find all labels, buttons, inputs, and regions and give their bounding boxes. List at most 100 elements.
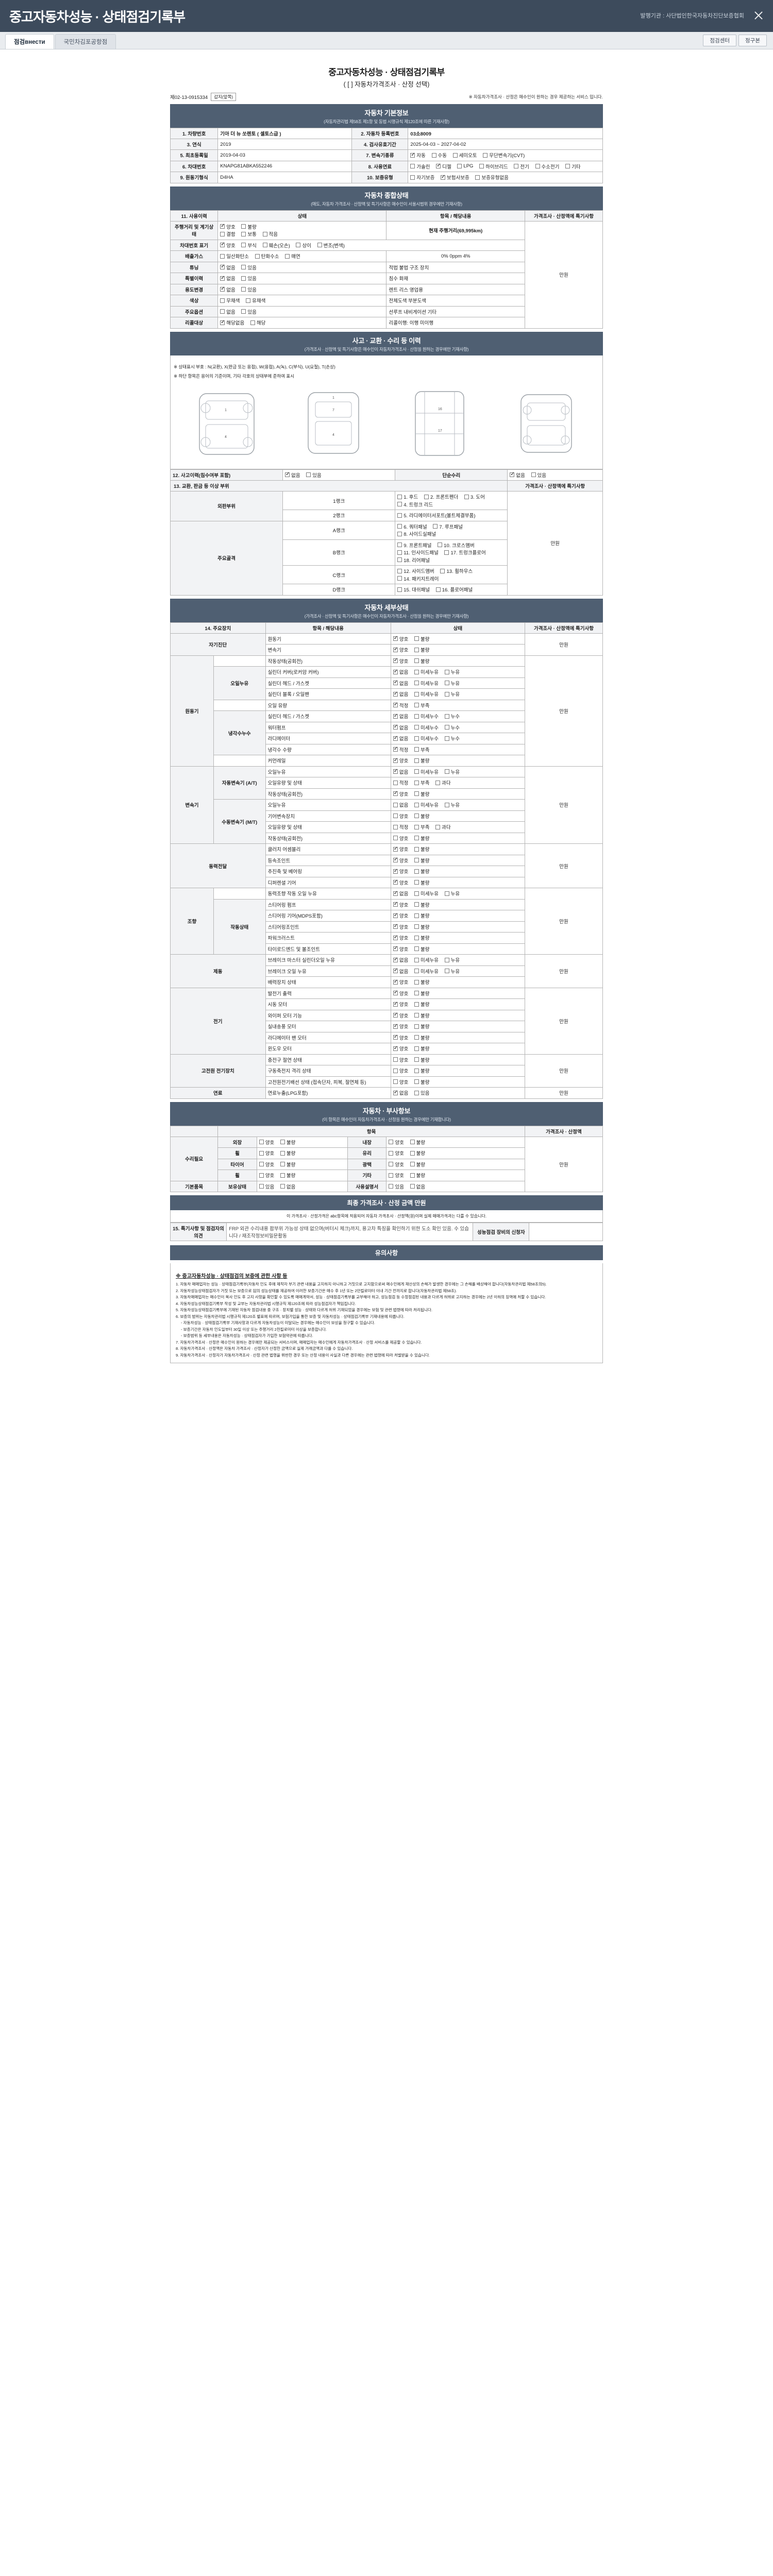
checkbox-fuel-electric[interactable]: 전기 [514,163,529,170]
checkbox-trans-manual[interactable]: 수동 [431,151,447,159]
checkbox-ext-bad[interactable]: 불량 [280,1139,295,1146]
checkbox-tire-good[interactable]: 양호 [259,1161,274,1168]
checkbox-mt-gear-good[interactable]: 양호 [393,812,408,820]
checkbox-mt-level-ok[interactable]: 적정 [393,823,408,831]
checkbox-st-pump-bad[interactable]: 불량 [414,901,429,908]
checkbox-fuel-etc[interactable]: 기타 [565,163,581,170]
checkbox-emission-hc[interactable]: 탄화수소 [255,252,279,260]
checkbox-manual-no[interactable]: 없음 [410,1183,425,1190]
checkbox-polish-bad[interactable]: 불량 [410,1161,425,1168]
checkbox-etc-good[interactable]: 양호 [389,1172,404,1179]
checkbox-head-minor[interactable]: 미세누유 [414,680,439,687]
checkbox-idle-bad[interactable]: 불량 [414,657,429,665]
checkbox-mt-leak-leak[interactable]: 누유 [444,801,460,808]
checkbox-starter-good[interactable]: 양호 [393,1001,408,1008]
checkbox-st-joint-good[interactable]: 양호 [393,923,408,930]
checkbox-at-level-high[interactable]: 과다 [435,779,451,786]
checkbox-pump-minor[interactable]: 미세누수 [414,724,439,731]
checkbox-package-tray[interactable]: 14. 패키지트레이 [397,575,439,582]
checkbox-special-yes[interactable]: 있음 [241,275,257,282]
checkbox-floor-panel[interactable]: 16. 플로어패널 [435,586,473,593]
checkbox-options-none[interactable]: 없음 [220,308,236,315]
checkbox-at-leak-none[interactable]: 없음 [393,768,408,775]
checkbox-ps-leak-none[interactable]: 없음 [393,890,408,897]
checkbox-tierod-bad[interactable]: 불량 [414,945,429,953]
checkbox-cross-member[interactable]: 10. 크로스멤버 [438,541,475,549]
checkbox-fuelleak-yes[interactable]: 있음 [414,1089,429,1096]
checkbox-clutch-bad[interactable]: 불량 [414,845,429,853]
checkbox-booster-bad[interactable]: 불량 [414,978,429,986]
checkbox-master-minor[interactable]: 미세누유 [414,956,439,963]
checkbox-at-level-ok[interactable]: 적정 [393,779,408,786]
checkbox-trunk-floor[interactable]: 17. 트렁크플로어 [444,549,486,556]
checkbox-block-leak[interactable]: 누유 [444,690,460,698]
checkbox-usage-yes[interactable]: 있음 [241,286,257,293]
checkbox-wheel-good[interactable]: 양호 [259,1149,274,1157]
checkbox-accident-yes[interactable]: 있음 [306,471,322,479]
checkbox-glass-bad[interactable]: 불량 [410,1149,425,1157]
checkbox-wiper-bad[interactable]: 불량 [414,1012,429,1019]
checkbox-fuel-hydrogen[interactable]: 수소전기 [535,163,560,170]
checkbox-side-member[interactable]: 12. 사이드멤버 [397,567,434,574]
checkbox-window-good[interactable]: 양호 [393,1045,408,1052]
checkbox-coolant-head-none[interactable]: 없음 [393,713,408,720]
checkbox-master-none[interactable]: 없음 [393,956,408,963]
checkbox-fan-bad[interactable]: 불량 [414,1034,429,1041]
checkbox-simple-none[interactable]: 없음 [510,471,525,479]
checkbox-master-leak[interactable]: 누유 [444,956,460,963]
checkbox-fuel-hybrid[interactable]: 하이브리드 [479,163,508,170]
checkbox-inside-panel[interactable]: 11. 인사이드패널 [397,549,439,556]
checkbox-side-sill-panel[interactable]: 8. 사이드실패널 [397,530,436,537]
checkbox-warranty-none[interactable]: 보증유형없음 [475,174,509,181]
checkbox-polish-good[interactable]: 양호 [389,1161,404,1168]
checkbox-at-leak-leak[interactable]: 누유 [444,768,460,775]
checkbox-emission-co[interactable]: 일산화탄소 [220,252,249,260]
checkbox-st-gear-good[interactable]: 양호 [393,912,408,919]
close-icon[interactable] [752,9,765,22]
checkbox-block-minor[interactable]: 미세누유 [414,690,439,698]
checkbox-charge-bad[interactable]: 불량 [414,1056,429,1063]
checkbox-fuel-gasoline[interactable]: 가솔린 [410,163,430,170]
checkbox-at-leak-minor[interactable]: 미세누유 [414,768,439,775]
checkbox-mt-leak-minor[interactable]: 미세누유 [414,801,439,808]
checkbox-trans-auto[interactable]: 자동 [410,151,426,159]
checkbox-warranty-self[interactable]: 자기보증 [410,174,434,181]
checkbox-vin-altered[interactable]: 변조(변색) [317,242,345,249]
checkbox-radiator-support[interactable]: 5. 라디에이터서포트(볼트체결부품) [397,512,476,519]
checkbox-usage-none[interactable]: 없음 [220,286,236,293]
checkbox-radiator-none[interactable]: 없음 [393,735,408,742]
checkbox-mt-gear-bad[interactable]: 불량 [414,812,429,820]
checkbox-fuel-lpg[interactable]: LPG [457,163,473,169]
checkbox-vin-corrosion[interactable]: 부식 [241,242,257,249]
checkbox-vin-good[interactable]: 양호 [220,242,236,249]
checkbox-vin-damage[interactable]: 훼손(오손) [262,242,290,249]
checkbox-simple-yes[interactable]: 있음 [531,471,546,479]
checkbox-manual-yes[interactable]: 있음 [389,1183,404,1190]
checkbox-mileage-low[interactable]: 적음 [262,230,278,238]
checkbox-trans-cvt[interactable]: 무단변속기(CVT) [483,151,525,159]
checkbox-hood[interactable]: 1. 후드 [397,493,418,500]
checkbox-wheel2-bad[interactable]: 불량 [280,1172,295,1179]
checkbox-diff-good[interactable]: 양호 [393,879,408,886]
checkbox-possess-no[interactable]: 없음 [280,1183,295,1190]
checkbox-at-op-bad[interactable]: 불량 [414,790,429,798]
checkbox-color-achromatic[interactable]: 무채색 [220,297,240,304]
checkbox-battery-good[interactable]: 양호 [393,1067,408,1074]
checkbox-ext-good[interactable]: 양호 [259,1139,274,1146]
checkbox-fan-good[interactable]: 양호 [393,1034,408,1041]
checkbox-crust-good[interactable]: 양호 [393,934,408,941]
checkbox-wiring-bad[interactable]: 불량 [414,1078,429,1086]
checkbox-st-pump-good[interactable]: 양호 [393,901,408,908]
checkbox-tire-bad[interactable]: 불량 [280,1161,295,1168]
checkbox-emission-smoke[interactable]: 매연 [285,252,300,260]
checkbox-head-none[interactable]: 없음 [393,680,408,687]
checkbox-door[interactable]: 3. 도어 [464,493,485,500]
checkbox-idle-good[interactable]: 양호 [393,657,408,665]
checkbox-wheel-bad[interactable]: 불량 [280,1149,295,1157]
checkbox-int-good[interactable]: 양호 [389,1139,404,1146]
checkbox-st-gear-bad[interactable]: 불량 [414,912,429,919]
checkbox-fuel-diesel[interactable]: 디젤 [436,163,451,170]
checkbox-cv-bad[interactable]: 불량 [414,857,429,864]
checkbox-vin-different[interactable]: 상이 [296,242,311,249]
checkbox-color-chromatic[interactable]: 유채색 [246,297,265,304]
